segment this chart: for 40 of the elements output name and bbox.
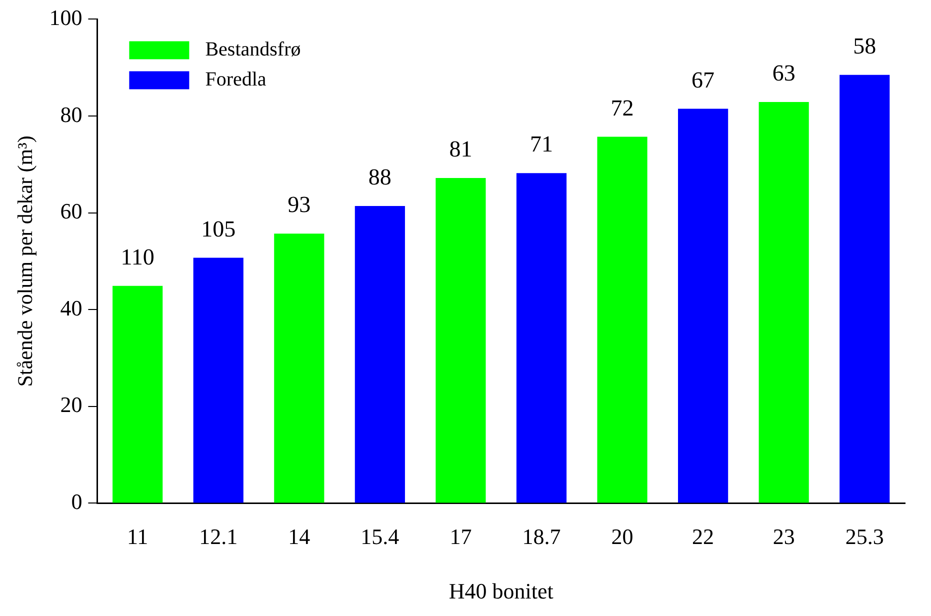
bar [193,258,244,503]
annotation: 63 [772,60,796,86]
legend-label: Bestandsfrø [205,38,301,60]
bar [274,234,324,503]
annotation: 58 [853,33,876,58]
y-tick-label: 80 [60,102,82,127]
x-axis-title: H40 bonitet [448,578,554,604]
y-axis-title: Stående volum per dekar (m³) [13,136,38,387]
y-tick-label: 100 [49,4,82,30]
y-tick-label: 0 [71,488,82,514]
annotation: 105 [201,216,236,242]
bar [597,136,648,503]
x-tick-label: 15.4 [360,524,400,550]
annotation: 81 [449,136,472,162]
x-tick-label: 12.1 [199,524,238,550]
annotation: 93 [288,192,311,218]
x-tick-label: 14 [288,524,310,550]
x-tick-label: 23 [772,524,795,550]
bar [678,108,728,503]
x-tick-label: 17 [450,524,472,550]
annotation: 71 [530,132,553,157]
bar [516,173,567,503]
bar [112,286,163,503]
annotation: 110 [120,244,154,270]
x-tick-label: 11 [126,524,148,550]
y-tick-label: 20 [60,392,82,418]
legend-label: Foredla [205,68,266,90]
y-tick-label: 60 [60,198,82,224]
bar [840,74,890,503]
x-tick-label: 20 [611,524,634,550]
x-tick-label: 22 [692,524,714,550]
bar [354,206,405,503]
x-tick-label: 25.3 [845,524,884,550]
y-tick-label: 40 [60,295,82,320]
annotation: 67 [692,67,715,92]
annotation: 72 [610,95,634,120]
x-tick-label: 18.7 [522,524,561,550]
annotation: 88 [368,164,392,190]
bar [758,102,809,503]
bar [436,178,486,503]
